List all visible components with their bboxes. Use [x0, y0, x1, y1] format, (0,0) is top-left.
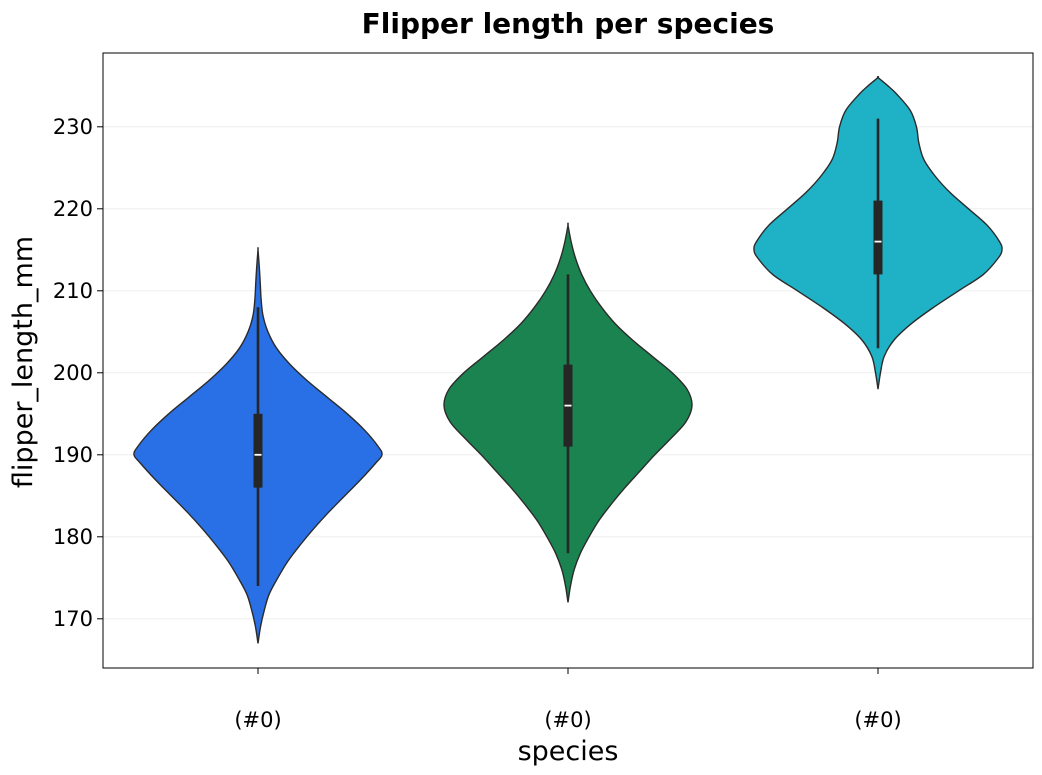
- y-tick-label: 220: [53, 197, 93, 221]
- y-tick-label: 170: [53, 607, 93, 631]
- y-tick-label: 210: [53, 279, 93, 303]
- y-axis-label: flipper_length_mm: [8, 236, 39, 488]
- y-tick-label: 230: [53, 115, 93, 139]
- x-tick-label: (#0): [544, 708, 591, 732]
- x-tick-label: (#0): [234, 708, 281, 732]
- y-ticks: 170 180 190 200 210 220 230: [53, 115, 103, 631]
- violin-iqr-box: [873, 200, 883, 275]
- x-axis-label: species: [518, 736, 619, 767]
- y-tick-label: 200: [53, 361, 93, 385]
- chart-title: Flipper length per species: [362, 7, 775, 40]
- x-ticks: (#0) (#0) (#0): [234, 668, 902, 732]
- violins: [133, 75, 1003, 644]
- y-tick-label: 180: [53, 525, 93, 549]
- y-tick-label: 190: [53, 443, 93, 467]
- violin-iqr-box: [253, 413, 263, 488]
- x-tick-label: (#0): [854, 708, 901, 732]
